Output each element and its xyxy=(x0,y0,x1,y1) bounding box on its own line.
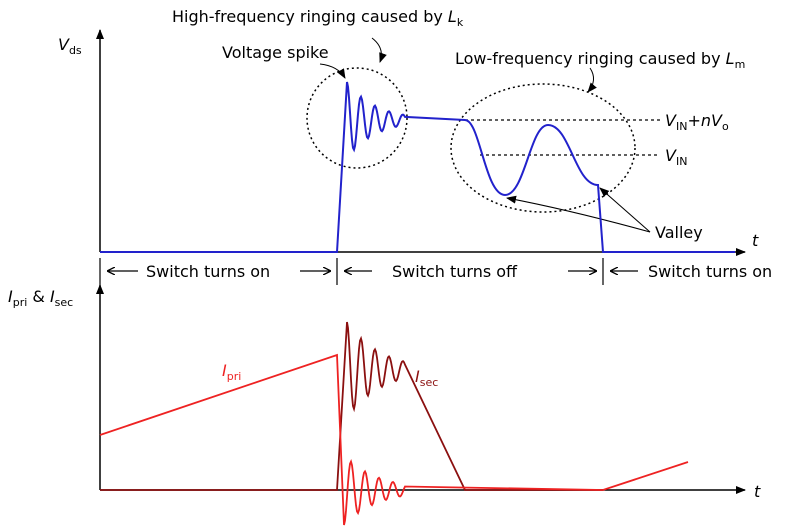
currents-label: Ipri & Isec xyxy=(8,287,73,309)
vds-label: Vds xyxy=(58,35,82,57)
vin-nvo-label: VIN+nVo xyxy=(665,111,729,133)
isec-waveform xyxy=(100,321,603,491)
hf-ringing-label: High-frequency ringing caused by Lk xyxy=(172,7,464,29)
isec-label: Isec xyxy=(415,367,438,389)
phase-dividers xyxy=(99,258,638,285)
ipri-label: Ipri xyxy=(222,361,241,383)
vin-label: VIN xyxy=(665,146,687,168)
valley-label: Valley xyxy=(655,223,703,242)
vds-waveform xyxy=(100,81,735,253)
reference-lines xyxy=(465,119,660,156)
t-label: t xyxy=(754,482,761,501)
phase-label: Switch turns on xyxy=(648,262,772,281)
t-label: t xyxy=(752,231,759,250)
ipri-waveform xyxy=(99,353,689,526)
spike-label: Voltage spike xyxy=(222,43,329,62)
axes xyxy=(96,29,746,494)
lf-ringing-label: Low-frequency ringing caused by Lm xyxy=(455,49,745,71)
phase-label: Switch turns on xyxy=(146,262,270,281)
phase-label: Switch turns off xyxy=(392,262,518,281)
callouts xyxy=(319,37,651,233)
